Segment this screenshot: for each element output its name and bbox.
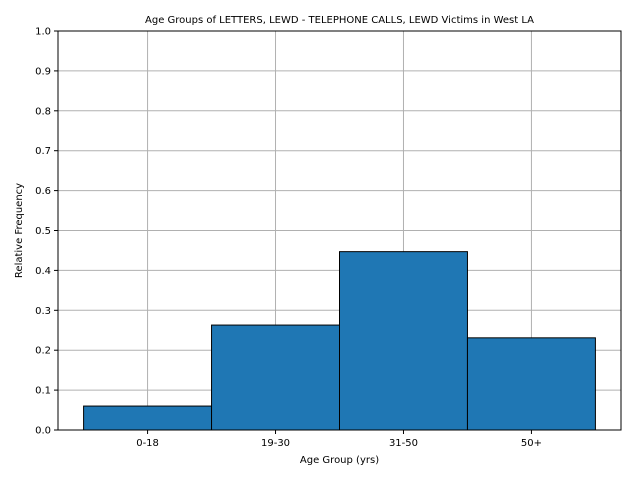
- y-tick-label: 0.9: [35, 66, 51, 77]
- y-tick-label: 0.3: [35, 306, 51, 317]
- x-axis-label: Age Group (yrs): [300, 455, 379, 466]
- bar-19-30: [211, 324, 340, 431]
- bar-0-18: [83, 405, 213, 431]
- x-tick-label: 0-18: [136, 438, 159, 449]
- x-tick-label: 50+: [521, 438, 542, 449]
- x-tick-label: 19-30: [261, 438, 290, 449]
- bar-31-50: [339, 251, 468, 431]
- bars: [83, 251, 596, 431]
- y-tick-label: 0.4: [35, 266, 51, 277]
- y-tick-label: 0.6: [35, 186, 51, 197]
- chart-title: Age Groups of LETTERS, LEWD - TELEPHONE …: [145, 15, 534, 26]
- y-tick-label: 0.7: [35, 146, 51, 157]
- y-tick-label: 0.2: [35, 346, 51, 357]
- y-tick-label: 0.1: [35, 386, 51, 397]
- y-tick-label: 0.8: [35, 106, 51, 117]
- y-tick-label: 0.5: [35, 226, 51, 237]
- ticks: 0.0 0.1 0.2 0.3 0.4 0.5 0.6 0.7 0.8 0.9 1.0 0-18 19-…: [35, 27, 542, 450]
- bar-50+: [466, 337, 596, 431]
- y-tick-label: 0.0: [35, 426, 51, 437]
- x-tick-label: 31-50: [389, 438, 418, 449]
- y-tick-label: 1.0: [35, 27, 51, 38]
- y-axis-label: Relative Frequency: [14, 183, 25, 278]
